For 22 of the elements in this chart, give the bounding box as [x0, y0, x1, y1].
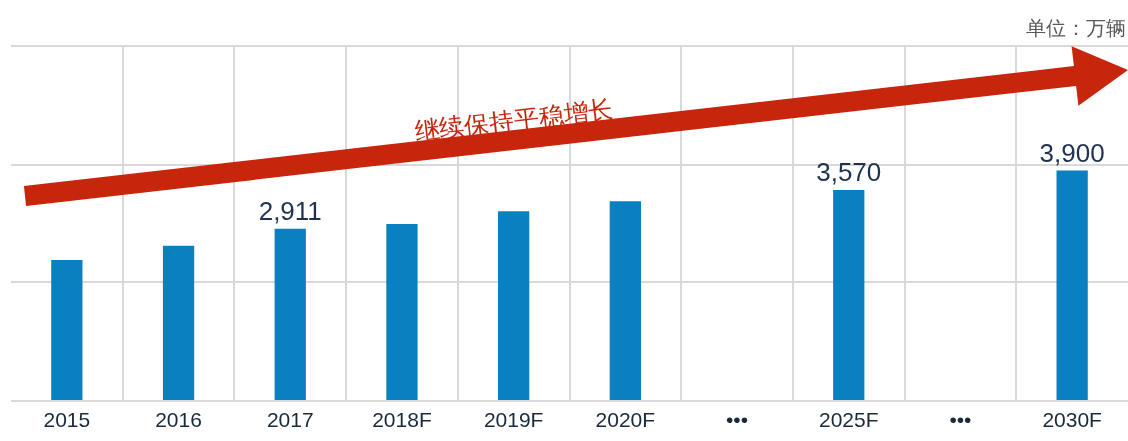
bar: [274, 228, 306, 400]
x-tick-label: 2020F: [595, 408, 656, 432]
x-tick-label: 2016: [155, 408, 202, 432]
x-tick-label: •••: [726, 408, 749, 432]
bar: [609, 201, 641, 400]
text: 单位：万辆: [1026, 17, 1126, 39]
bar: [1056, 170, 1088, 400]
data-label: 2,911: [258, 195, 322, 226]
x-tick-label: 2019F: [483, 408, 544, 432]
bar: [833, 189, 865, 400]
bar: [386, 224, 418, 400]
bar: [51, 259, 83, 400]
x-tick-label: 2015: [43, 408, 91, 432]
x-tick-label: 2030F: [1042, 408, 1102, 432]
bar: [162, 245, 195, 400]
x-tick-label: 2018F: [372, 408, 432, 432]
bar: [498, 211, 530, 400]
data-label: 3,570: [816, 156, 882, 187]
x-tick-label: 2017: [266, 408, 314, 432]
x-tick-label: 2025F: [818, 408, 879, 432]
x-tick-label: •••: [949, 408, 972, 432]
data-label: 3,900: [1039, 137, 1105, 168]
